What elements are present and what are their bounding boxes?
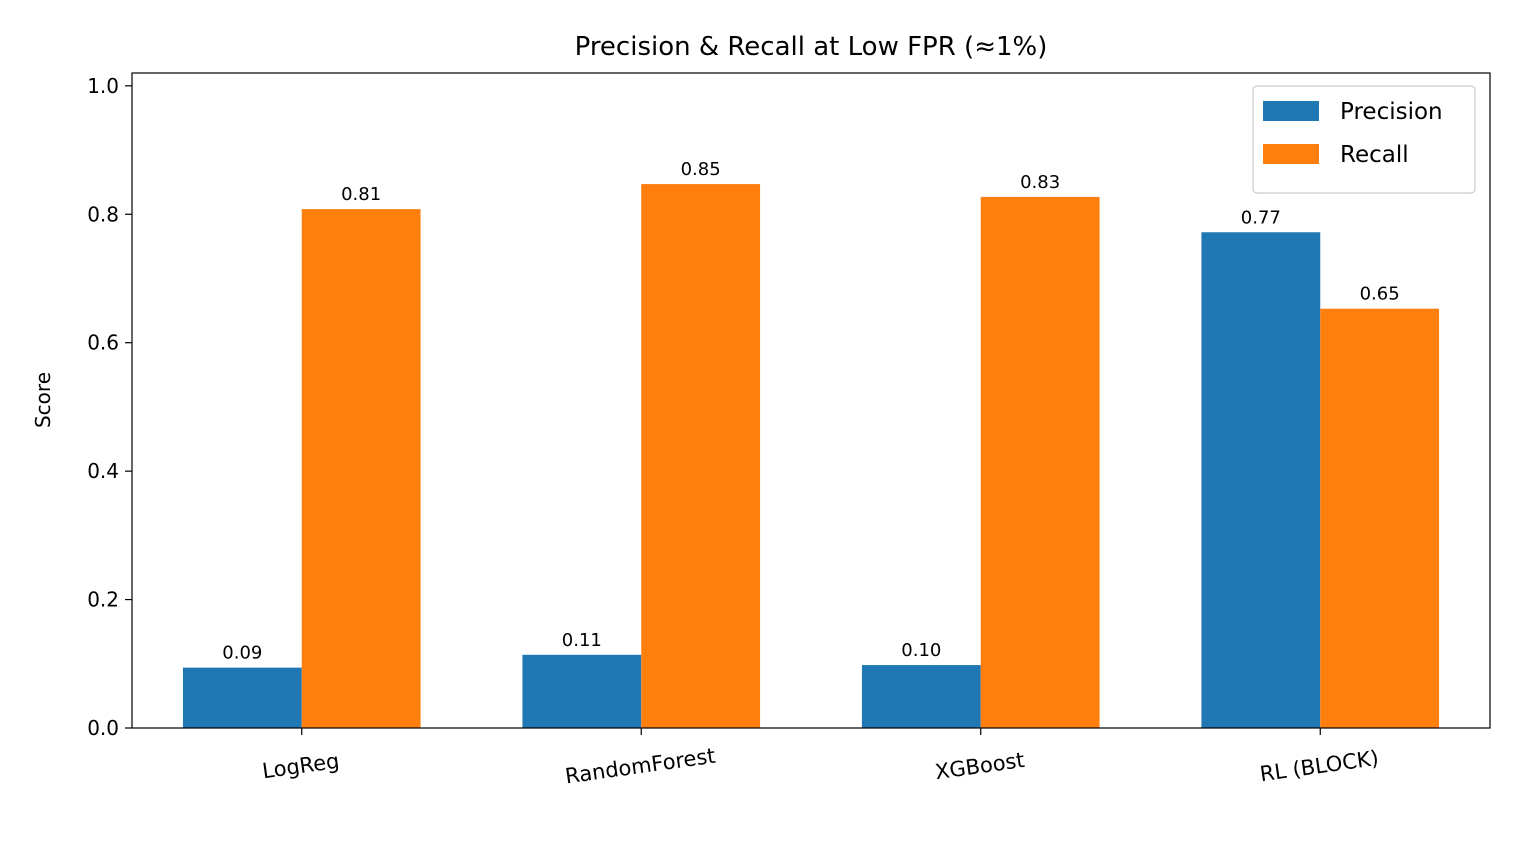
legend-swatch-precision — [1263, 101, 1319, 121]
bar-precision-2 — [861, 665, 981, 728]
legend-swatch-recall — [1263, 144, 1319, 164]
bar-recall-2 — [980, 196, 1100, 728]
bar-precision-1 — [522, 654, 642, 728]
bar-precision-0 — [182, 667, 302, 728]
y-tick-label: 0.0 — [87, 716, 119, 740]
y-axis-label: Score — [31, 372, 55, 428]
legend-label-precision: Precision — [1340, 99, 1443, 125]
x-tick-label: RandomForest — [564, 744, 717, 789]
legend: Precision Recall — [1252, 85, 1476, 194]
y-tick-label: 0.8 — [87, 202, 119, 226]
x-tick-label: LogReg — [261, 749, 341, 784]
value-label-precision-1: 0.11 — [562, 630, 602, 651]
value-label-recall-3: 0.65 — [1360, 284, 1400, 305]
chart-title: Precision & Recall at Low FPR (≈1%) — [575, 32, 1048, 62]
bar-recall-0 — [301, 209, 421, 728]
value-label-recall-0: 0.81 — [341, 184, 381, 205]
y-tick-label: 1.0 — [87, 74, 119, 98]
x-tick-label: RL (BLOCK) — [1258, 746, 1380, 786]
bar-precision-3 — [1201, 232, 1321, 729]
value-label-precision-3: 0.77 — [1241, 207, 1281, 228]
x-tick-label: XGBoost — [934, 748, 1026, 784]
bar-recall-1 — [641, 184, 761, 728]
value-label-recall-2: 0.83 — [1020, 172, 1060, 193]
legend-label-recall: Recall — [1340, 142, 1409, 168]
axes-frame — [131, 72, 1491, 729]
y-tick-label: 0.2 — [87, 588, 119, 612]
y-tick-label: 0.4 — [87, 459, 119, 483]
value-label-precision-2: 0.10 — [901, 640, 941, 661]
y-tick-label: 0.6 — [87, 331, 119, 355]
value-label-precision-0: 0.09 — [222, 643, 262, 664]
value-label-recall-1: 0.85 — [681, 159, 721, 180]
bar-recall-3 — [1320, 308, 1440, 728]
